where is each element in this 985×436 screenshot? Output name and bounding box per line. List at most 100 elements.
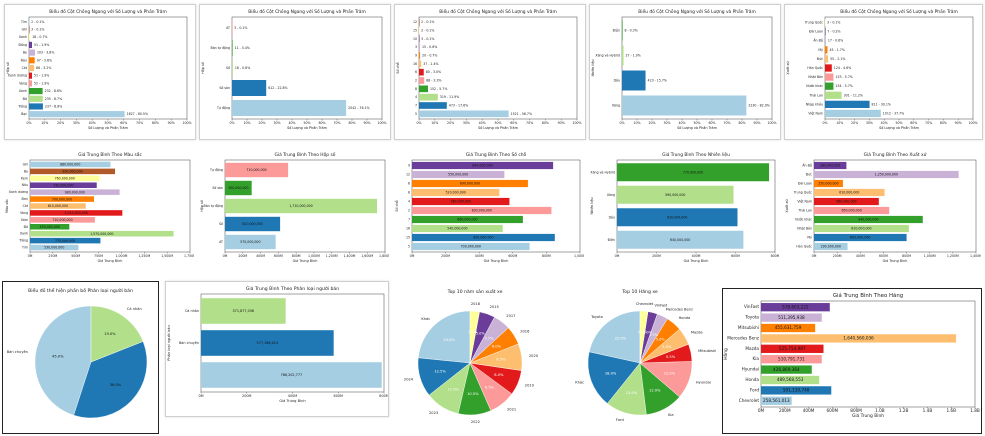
bar-value-label: 16 - 0.6% [235,66,250,70]
x-tick-label: 30% [866,121,873,125]
bar-value-label: 612 - 22.8% [268,86,287,90]
bar-value-label: 710,000,000 [52,218,72,222]
y-axis-label: Hộp số [6,61,10,74]
y-tick-label: Điện [608,238,615,242]
pie-category-label: 2017 [506,314,515,318]
x-tick-label: 600M [508,254,517,258]
bar [622,70,646,91]
pie-slice [587,351,641,404]
y-tick-label: Tím [20,20,27,24]
bar-value-label: 1627 - 60.5% [127,112,148,116]
bar [419,60,422,68]
x-tick-label: 600M [731,254,740,258]
bar-value-label: 300,000,000 [228,186,248,190]
bar [761,313,822,322]
bar-value-label: 301 - 11.2% [844,93,863,97]
pie-pct-label: 19.0% [104,332,116,336]
bar-value-label: 811 - 30.1% [872,102,891,106]
bar [814,242,848,251]
y-tick-label: Mercedes Benz [727,335,760,340]
bar [814,215,923,224]
bar-value-label: 18 - 0.7% [32,35,47,39]
y-tick-label: Trắng [18,238,28,243]
chart-panel-color-count: Biểu đồ Cột Chồng Ngang với Số Lượng và … [4,4,196,140]
y-tick-label: Xám [21,218,28,222]
bar [814,233,907,242]
y-axis-label: Phân loại người bán [167,325,171,361]
pie-category-label: Mazda [691,331,703,335]
bar [412,224,503,233]
bar-value-label: 7 - 0.2% [827,30,840,34]
y-tick-label: Mitsubishi [738,325,759,330]
bar-value-label: 3 - 0.1% [234,26,247,30]
x-tick-label: 0M [198,394,203,398]
y-tick-label: Ghi [22,28,27,32]
bar [814,188,885,197]
bar [225,180,252,196]
x-tick-label: 20% [447,121,454,125]
y-tick-label: Trắng [17,103,27,108]
y-tick-label: Bạc [21,112,27,116]
y-tick-label: AT [219,240,223,244]
bar-value-label: 80 - 3.0% [426,70,441,74]
bar [201,330,334,356]
x-tick-label: 200M [833,254,842,258]
pie-pct-label: 2.5% [638,330,648,334]
x-tick-label: 30% [73,121,80,125]
bar [412,215,523,224]
x-tick-label: 1.6B [946,408,956,413]
bar [825,18,826,27]
bar [225,234,276,250]
chart-c15: Giá Trung Bình Theo Hãng Chevrolet 258,561… [723,292,980,419]
y-tick-label: Dầu [609,215,615,219]
bar [30,217,95,223]
x-tick-label: 40% [288,121,295,125]
bar-value-label: 1,570,000,000 [90,232,113,236]
chart-c8: Giá Trung Bình Theo Số chỗ 5 700,000,000 15… [394,151,584,263]
x-tick-label: 0% [229,121,234,125]
bar [825,46,828,54]
bar-value-label: 640,000,000 [670,238,690,242]
y-tick-label: Nước khác [795,218,812,222]
bar-value-label: 235 - 8.7% [45,97,62,101]
y-tick-label: Tự động [216,106,230,110]
y-tick-label: 9 [408,164,410,168]
bar [30,161,111,168]
bar [201,362,382,388]
x-tick-label: 600M [879,254,888,258]
bar-value-label: 530,000,000 [44,246,64,250]
x-tick-label: 30% [463,121,470,125]
chart-title: Giá Trung Bình Theo Nhiên liệu [662,151,730,158]
y-tick-label: Cát [22,66,28,70]
pie-pct-label: 36.0% [110,383,122,387]
bar-value-label: 2 - 0.1% [421,29,434,33]
x-tick-label: 400M [475,254,484,258]
y-tick-label: VinFast [744,304,759,309]
x-axis-label: Giá Trung Bình [684,259,709,263]
pie-category-label: Khác [421,317,430,321]
bar-value-label: 1521 - 56.7% [511,112,532,116]
bar [29,103,43,110]
chart-title: Giá Trung Bình Theo Màu sắc [78,151,142,158]
bar-value-label: 473 - 17.6% [449,104,468,108]
pie-pct-label: 18.0% [605,371,617,375]
x-tick-label: 60% [318,121,325,125]
bar [419,27,420,34]
chart-title: Giá Trung Bình Theo Phân loại người bán [246,285,339,292]
x-tick-label: 70% [723,121,730,125]
x-tick-label: 70% [333,121,340,125]
bar-value-label: 232 - 8.6% [45,89,62,93]
x-tick-label: 20% [851,121,858,125]
bar [29,26,30,33]
y-tick-label: 15 [406,236,410,240]
chart-title: Giá Trung Bình Theo Xuất xứ [864,151,927,158]
pie-pct-label: 5.0% [656,337,666,341]
bar [814,206,890,215]
pie-slice [588,310,641,364]
y-tick-label: Điện [613,29,620,33]
chart-panel-year-pie: Top 10 năm sản xuất xe 24.0% Khác 12.5% 2024… [395,281,555,434]
x-tick-label: 1,250M [138,254,150,258]
bar [201,298,286,324]
bar-value-label: 2230 - 82.9% [748,104,769,108]
y-tick-label: Vàng [19,81,27,85]
